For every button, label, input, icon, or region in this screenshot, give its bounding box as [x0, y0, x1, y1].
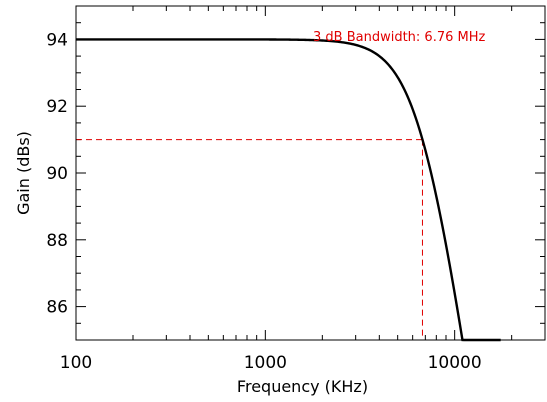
- x-tick-label: 1000: [244, 353, 287, 373]
- x-tick-label: 100: [60, 353, 92, 373]
- gain-curve: [76, 38, 501, 342]
- bandwidth-annotation: 3 dB Bandwidth: 6.76 MHz: [313, 30, 485, 45]
- y-tick-label: 86: [46, 298, 68, 318]
- y-tick-label: 90: [46, 164, 68, 184]
- cutoff-markers: [76, 139, 423, 340]
- plot-frame: [75, 5, 546, 341]
- y-tick-label: 92: [46, 97, 68, 117]
- y-tick-label: 88: [46, 231, 68, 251]
- y-axis-label: Gain (dBs): [14, 131, 33, 215]
- x-tick-label: 10000: [428, 353, 482, 373]
- axis-ticks: [75, 5, 546, 341]
- tick-labels: 100 1000 10000 86 88 90 92 94: [46, 30, 481, 373]
- y-tick-label: 94: [46, 30, 68, 50]
- x-axis-label: Frequency (KHz): [237, 377, 368, 396]
